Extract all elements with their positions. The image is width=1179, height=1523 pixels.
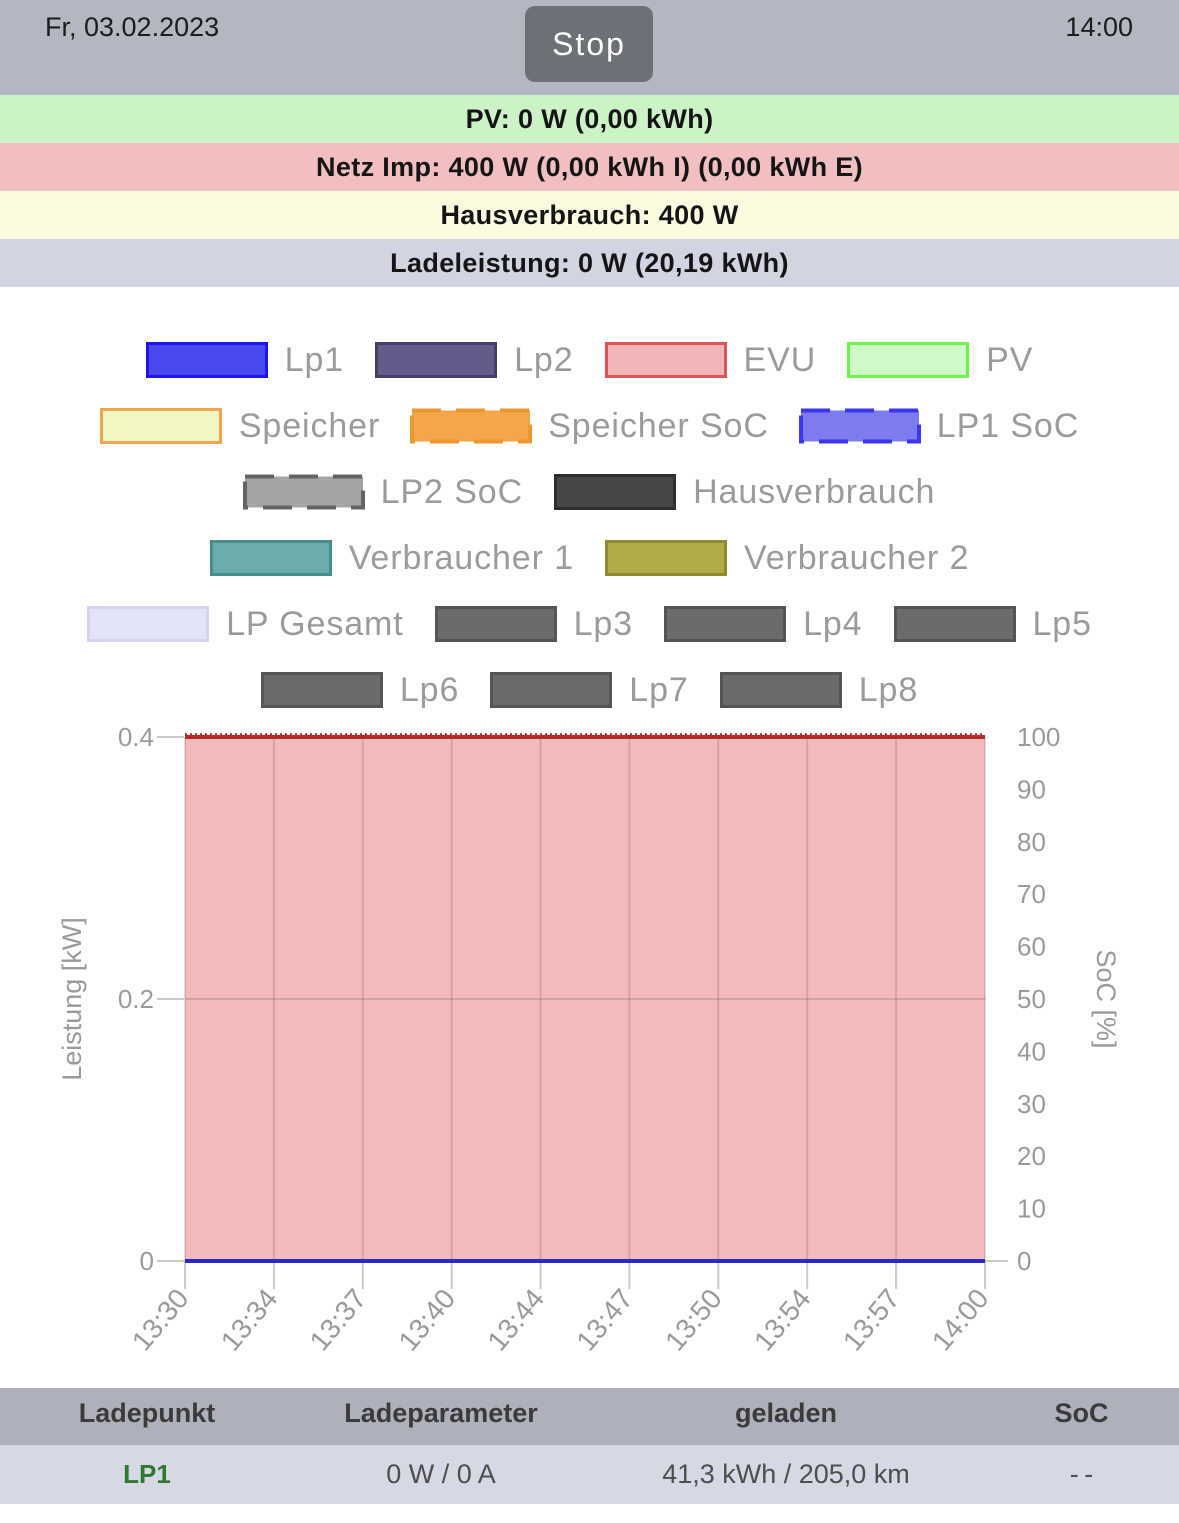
svg-text:Leistung [kW]: Leistung [kW] [57, 917, 87, 1081]
svg-text:13:40: 13:40 [393, 1283, 462, 1357]
svg-text:40: 40 [1017, 1036, 1046, 1066]
svg-text:10: 10 [1017, 1194, 1046, 1224]
svg-text:30: 30 [1017, 1089, 1046, 1119]
svg-text:0.4: 0.4 [118, 722, 154, 752]
svg-text:13:57: 13:57 [837, 1283, 906, 1357]
svg-text:90: 90 [1017, 774, 1046, 804]
svg-text:14:00: 14:00 [926, 1283, 995, 1357]
svg-text:13:54: 13:54 [748, 1283, 817, 1357]
svg-text:60: 60 [1017, 932, 1046, 962]
svg-text:0: 0 [140, 1246, 154, 1276]
svg-text:13:50: 13:50 [659, 1283, 728, 1357]
svg-text:20: 20 [1017, 1141, 1046, 1171]
svg-text:13:44: 13:44 [481, 1283, 550, 1357]
svg-text:70: 70 [1017, 879, 1046, 909]
svg-text:50: 50 [1017, 984, 1046, 1014]
svg-text:13:34: 13:34 [215, 1283, 284, 1357]
svg-text:0.2: 0.2 [118, 984, 154, 1014]
svg-text:13:30: 13:30 [126, 1283, 195, 1357]
svg-text:0: 0 [1017, 1246, 1031, 1276]
svg-text:SoC [%]: SoC [%] [1091, 949, 1121, 1048]
svg-text:80: 80 [1017, 827, 1046, 857]
svg-text:100: 100 [1017, 722, 1060, 752]
svg-text:13:37: 13:37 [304, 1283, 373, 1357]
svg-text:13:47: 13:47 [570, 1283, 639, 1357]
